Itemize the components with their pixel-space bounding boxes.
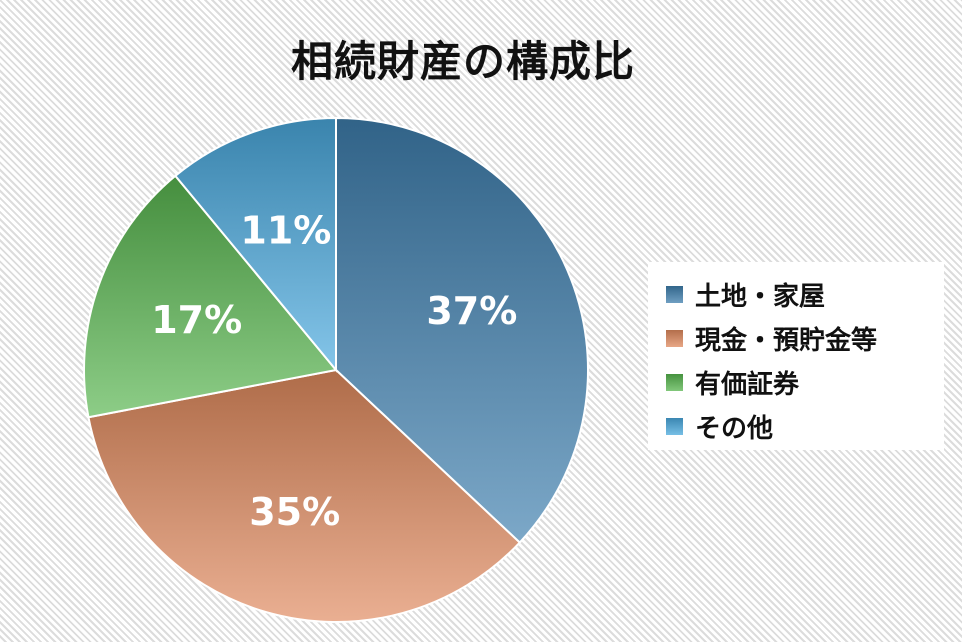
- legend: 土地・家屋 現金・預貯金等 有価証券 その他: [648, 262, 944, 450]
- legend-label: 現金・預貯金等: [695, 325, 878, 356]
- legend-label: その他: [695, 413, 774, 444]
- pie-slice: [173, 116, 337, 373]
- legend-swatch: [666, 417, 683, 435]
- pie-data-label: 17%: [151, 298, 242, 342]
- legend-item: 土地・家屋: [666, 272, 944, 316]
- pie-data-label: 35%: [249, 490, 340, 534]
- legend-swatch: [666, 373, 683, 391]
- legend-swatch: [666, 329, 683, 347]
- pie-data-label: 11%: [240, 209, 331, 253]
- legend-label: 土地・家屋: [695, 281, 826, 312]
- pie-data-label: 37%: [426, 289, 517, 333]
- legend-item: その他: [666, 404, 944, 448]
- pie-slice: [87, 368, 522, 623]
- pie-slice: [335, 116, 589, 544]
- pie-slice: [83, 174, 338, 419]
- pie-data-labels: 37% 35% 17% 11%: [151, 209, 517, 534]
- legend-item: 現金・預貯金等: [666, 316, 944, 360]
- pie-slices: [83, 116, 589, 623]
- legend-label: 有価証券: [695, 369, 800, 400]
- legend-item: 有価証券: [666, 360, 944, 404]
- chart-title: 相続財産の構成比: [290, 37, 635, 86]
- legend-swatch: [666, 285, 683, 303]
